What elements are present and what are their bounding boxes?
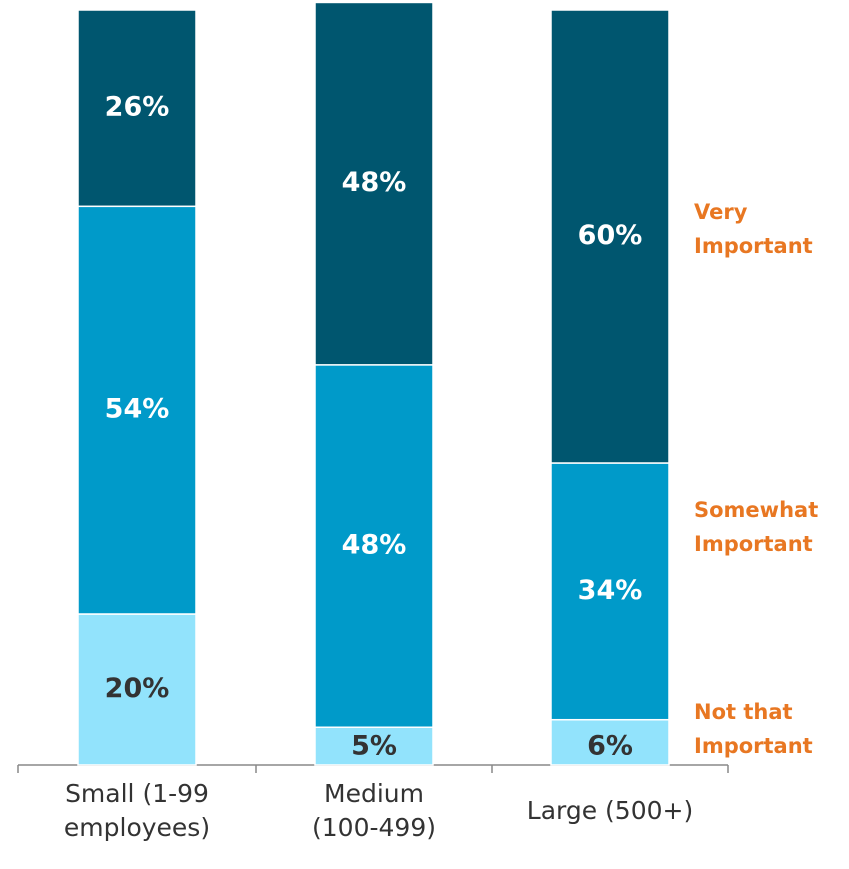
legend-label: Very Important: [694, 200, 813, 258]
value-label: 5%: [351, 731, 397, 762]
value-label: 48%: [342, 167, 407, 198]
value-label: 26%: [105, 92, 170, 123]
bar-segment: [314, 1, 434, 366]
bar-segment: [550, 462, 670, 721]
x-tick-label: Small (1-99 employees): [64, 779, 210, 842]
bar-segment: [77, 613, 197, 766]
value-label: 60%: [578, 220, 643, 251]
bar-segment: [77, 205, 197, 615]
legend-label: Somewhat Important: [694, 498, 818, 556]
value-label: 48%: [342, 530, 407, 561]
value-label: 54%: [105, 394, 170, 425]
bar-segment: [77, 9, 197, 208]
legend-label: Not that Important: [694, 700, 813, 758]
value-label: 6%: [587, 731, 633, 762]
bar-segment: [550, 9, 670, 464]
x-tick-label: Large (500+): [527, 796, 693, 825]
bar-segment: [550, 718, 670, 766]
value-label: 34%: [578, 575, 643, 606]
value-label: 20%: [105, 673, 170, 704]
x-tick-label: Medium (100-499): [312, 779, 436, 842]
